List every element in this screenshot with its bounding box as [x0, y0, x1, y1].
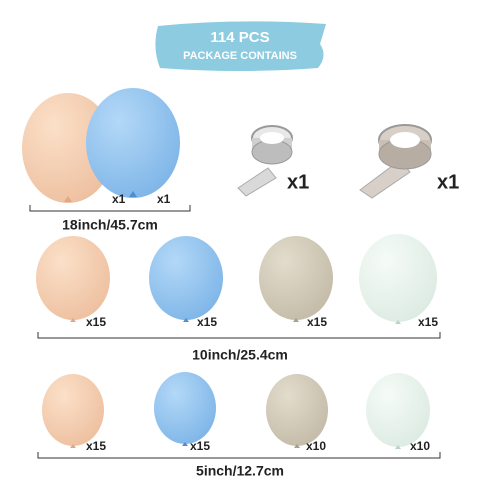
balloon-5-row — [42, 372, 430, 449]
glue-dot-roll — [359, 124, 432, 199]
balloon-18-blue — [86, 88, 180, 198]
quantity-label: x15 — [190, 439, 210, 453]
size-bracket — [29, 205, 191, 212]
quantity-label: x1 — [157, 192, 171, 206]
quantity-label: x1 — [112, 192, 126, 206]
quantity-label: x1 — [287, 171, 309, 193]
quantity-label: x15 — [418, 315, 438, 329]
quantity-label: x10 — [410, 439, 430, 453]
tape-roll-strip — [237, 125, 293, 197]
quantity-label: x1 — [437, 171, 459, 193]
quantity-label: x15 — [86, 315, 106, 329]
size-caption: 18inch/45.7cm — [62, 217, 158, 233]
balloon-10-row — [36, 234, 437, 324]
size-caption: 5inch/12.7cm — [196, 463, 284, 479]
size-caption: 10inch/25.4cm — [192, 347, 288, 363]
quantity-label: x10 — [306, 439, 326, 453]
header-title: 114 PCS — [210, 29, 269, 46]
size-bracket — [37, 452, 441, 459]
header-subtitle: PACKAGE CONTAINS — [183, 50, 297, 62]
quantity-label: x15 — [307, 315, 327, 329]
quantity-label: x15 — [197, 315, 217, 329]
banner-brush — [155, 21, 326, 71]
quantity-label: x15 — [86, 439, 106, 453]
size-bracket — [37, 332, 441, 339]
